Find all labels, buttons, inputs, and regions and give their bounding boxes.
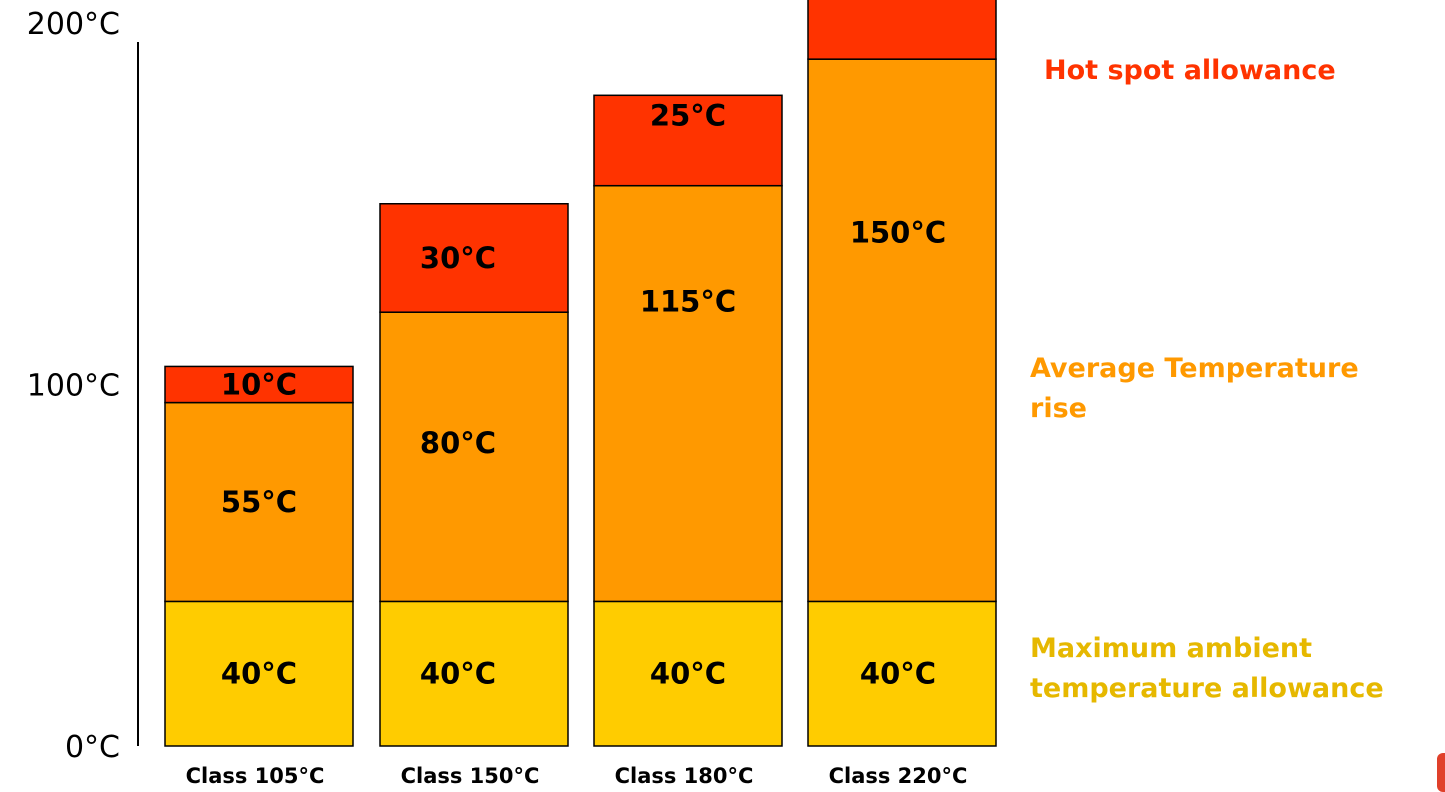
bar-segment-rise xyxy=(807,58,997,603)
bar-segment-hotspot xyxy=(379,203,569,313)
bar-segment-ambient xyxy=(379,600,569,747)
y-axis: 0°C 100°C 200°C xyxy=(27,7,139,765)
bar-segment-rise xyxy=(593,184,783,603)
x-category-label: Class 105°C xyxy=(186,764,325,788)
x-category-label: Class 150°C xyxy=(401,764,540,788)
data-label: 80°C xyxy=(420,426,496,460)
data-label: 55°C xyxy=(221,485,297,519)
y-tick-label: 100°C xyxy=(27,369,120,404)
data-label: 30°C xyxy=(420,241,496,275)
y-tick-label: 0°C xyxy=(65,730,120,765)
bar-segment-rise xyxy=(379,311,569,603)
data-label: 150°C xyxy=(850,215,946,249)
legend-label-ambient: Maximum ambient xyxy=(1030,633,1312,664)
legend-label-rise: rise xyxy=(1030,393,1087,424)
bar-segment-rise xyxy=(164,401,354,603)
bar-segment-ambient xyxy=(807,600,997,747)
bar-segment-hotspot xyxy=(164,365,354,404)
x-category-label: Class 180°C xyxy=(615,764,754,788)
data-label: 40°C xyxy=(650,657,726,691)
data-label: 115°C xyxy=(640,285,736,319)
data-label: 40°C xyxy=(221,657,297,691)
legend-label-ambient: temperature allowance xyxy=(1030,673,1384,704)
bar-segment-ambient xyxy=(164,600,354,747)
bars: 40°C 55°C 10°C 40°C 80°C 30°C 40°C 115°C 25°C 40°… xyxy=(164,0,997,747)
legend: Hot spot allowance Average Temperature ris… xyxy=(1030,55,1384,704)
data-label: 40°C xyxy=(860,657,936,691)
legend-label-hotspot: Hot spot allowance xyxy=(1044,55,1336,86)
bar-segment-hotspot xyxy=(593,94,783,187)
data-label: 25°C xyxy=(650,98,726,132)
legend-label-rise: Average Temperature xyxy=(1030,353,1359,384)
x-category-label: Class 220°C xyxy=(829,764,968,788)
data-label: 10°C xyxy=(221,368,297,402)
corner-tab-mark xyxy=(1437,753,1445,792)
y-tick-label: 200°C xyxy=(27,7,120,42)
bar-segment-ambient xyxy=(593,600,783,747)
data-label: 40°C xyxy=(420,657,496,691)
bar-segment-hotspot xyxy=(807,0,997,60)
category-labels: Class 105°C Class 150°C Class 180°C Class 2… xyxy=(186,764,968,788)
